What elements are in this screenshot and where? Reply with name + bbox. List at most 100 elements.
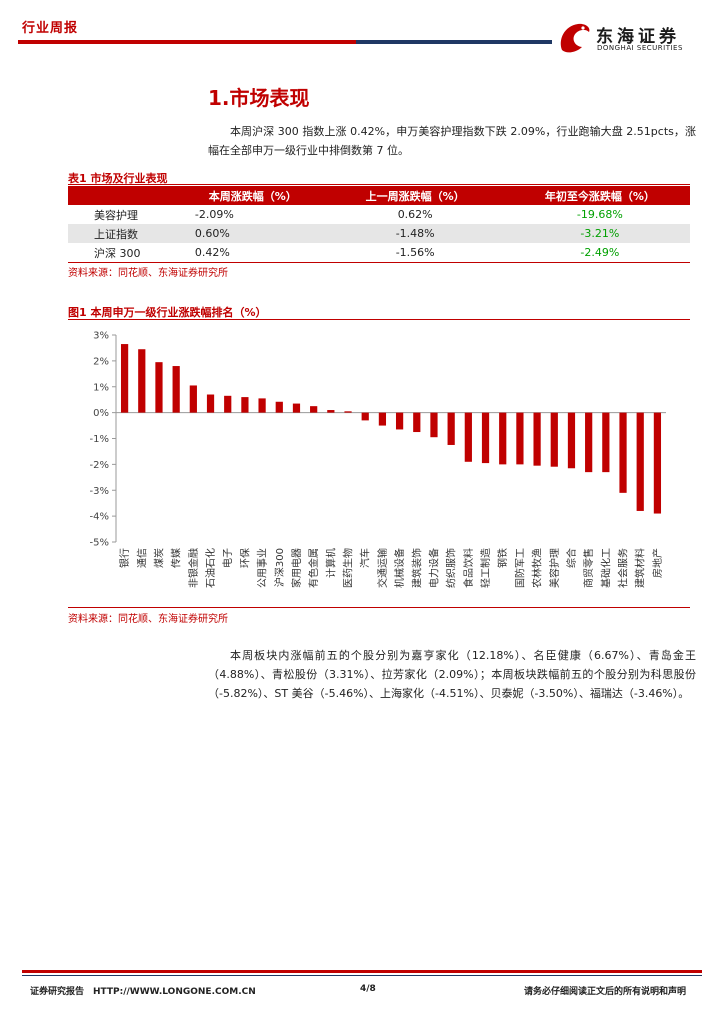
bar [361,412,369,421]
x-tick-label: 通信 [136,548,148,568]
table-row: 上证指数 0.60% -1.48% -3.21% [68,224,690,243]
bar [155,362,163,413]
x-tick-label: 社会服务 [617,548,630,588]
x-tick-label: 银行 [118,548,131,568]
table-caption: 表1 市场及行业表现 [68,172,168,185]
x-tick-label: 农林牧渔 [531,548,544,588]
bar [516,412,524,465]
table-caption-rule [68,184,690,185]
bar [499,412,507,465]
table-cell: -1.48% [320,224,510,243]
bar [378,412,387,426]
x-tick-label: 环保 [238,548,251,568]
bar [430,412,438,438]
figure-source: 资料来源：同花顺、东海证券研究所 [68,614,228,625]
footer-disclaimer: 请务必仔细阅读正文后的所有说明和声明 [524,987,687,997]
table-header-cell: 上一周涨跌幅（%） [320,186,510,205]
table-header-cell: 本周涨跌幅（%） [184,186,321,205]
table-cell-name: 美容护理 [94,208,138,222]
y-tick-label: 3% [93,331,109,342]
table-cell-name: 沪深 300 [94,246,141,260]
table-cell-name: 上证指数 [68,224,185,243]
bar [567,412,576,469]
bar [344,411,352,413]
header-rule-navy [356,40,552,44]
x-tick-label: 建筑装饰 [410,548,423,588]
bar [275,401,283,413]
x-tick-label: 机械设备 [393,548,406,588]
report-type-tag: 行业周报 [22,21,79,36]
footer-website[interactable]: 证券研究报告 HTTP://WWW.LONGONE.COM.CN [30,987,256,997]
bar [619,412,627,493]
bar [653,412,662,514]
table-header-row: 本周涨跌幅（%） 上一周涨跌幅（%） 年初至今涨跌幅（%） [68,186,690,205]
bar [120,344,129,413]
figure-source-rule [68,607,690,608]
x-tick-label: 医药生物 [342,548,355,588]
x-tick-label: 传媒 [171,548,183,568]
x-tick-label: 食品饮料 [462,548,475,588]
figure-caption-rule [68,319,690,320]
y-tick-label: 2% [93,356,109,367]
x-tick-label: 沪深300 [273,548,286,587]
bar [224,395,232,413]
x-tick-label: 纺织服饰 [445,548,458,588]
x-tick-label: 房地产 [651,548,664,578]
y-tick-label: 1% [93,382,109,393]
x-tick-label: 有色金属 [307,548,320,588]
bar [464,412,472,462]
bar [310,406,318,413]
intro-paragraph: 本周沪深 300 指数上涨 0.42%，申万美容护理指数下跌 2.09%，行业跑… [208,125,696,157]
footer-rule-red [22,970,702,973]
y-tick-label: 0% [93,408,109,419]
table-cell: 0.62% [397,208,433,221]
header-rule-red [18,40,356,44]
table-row: 沪深 300 0.42% -1.56% -2.49% [68,243,690,262]
bar [172,366,180,413]
table-cell: -2.49% [580,246,620,259]
x-tick-label: 电力设备 [427,548,440,588]
bar [550,412,558,467]
logo-name: 东海证券 [596,27,680,47]
bar [138,349,146,413]
x-tick-label: 美容护理 [548,548,561,588]
y-tick-label: -5% [90,538,109,549]
dragon-logo-icon [560,23,590,53]
table-cell: 0.42% [194,246,230,259]
x-tick-label: 综合 [565,548,578,568]
x-tick-label: 钢铁 [496,548,509,568]
x-tick-label: 交通运输 [376,548,389,588]
table-row: 美容护理 -2.09% 0.62% -19.68% [68,205,690,224]
table-cell: -1.56% [395,246,435,259]
bar [413,412,421,433]
market-performance-table: 本周涨跌幅（%） 上一周涨跌幅（%） 年初至今涨跌幅（%） 美容护理 -2.09… [68,186,690,262]
bar [602,412,610,473]
table-header-cell: 年初至今涨跌幅（%） [509,186,690,205]
page-number: 4/8 [360,984,376,994]
x-tick-label: 计算机 [324,548,337,578]
x-tick-label: 商贸零售 [582,548,595,588]
bar [292,403,301,413]
footer-rule-navy [22,975,702,976]
x-tick-label: 建筑材料 [634,548,647,588]
table-bottom-rule [68,262,690,263]
industry-ranking-bar-chart: 3%2%1%0%-1%-2%-3%-4%-5%银行 通信 煤炭 传媒 非银金融 石油石化电… [90,331,666,588]
table-cell: -3.21% [509,224,690,243]
table-cell: -19.68% [576,208,623,221]
bar [258,398,266,413]
bar [327,410,335,413]
y-tick-label: -2% [90,460,109,471]
figure-caption: 图1 本周申万一级行业涨跌幅排名（%） [68,306,267,319]
bar [533,412,541,466]
x-tick-label: 公用事业 [256,548,269,588]
table-header-cell [68,186,185,205]
bar [206,394,215,413]
section-title: 1.市场表现 [208,86,310,110]
table-source: 资料来源：同花顺、东海证券研究所 [68,268,228,279]
bar [585,412,593,473]
x-tick-label: 基础化工 [599,548,612,588]
bar [395,412,404,430]
bar [481,412,490,464]
x-tick-label: 汽车 [359,548,372,568]
y-tick-label: -3% [90,486,109,497]
